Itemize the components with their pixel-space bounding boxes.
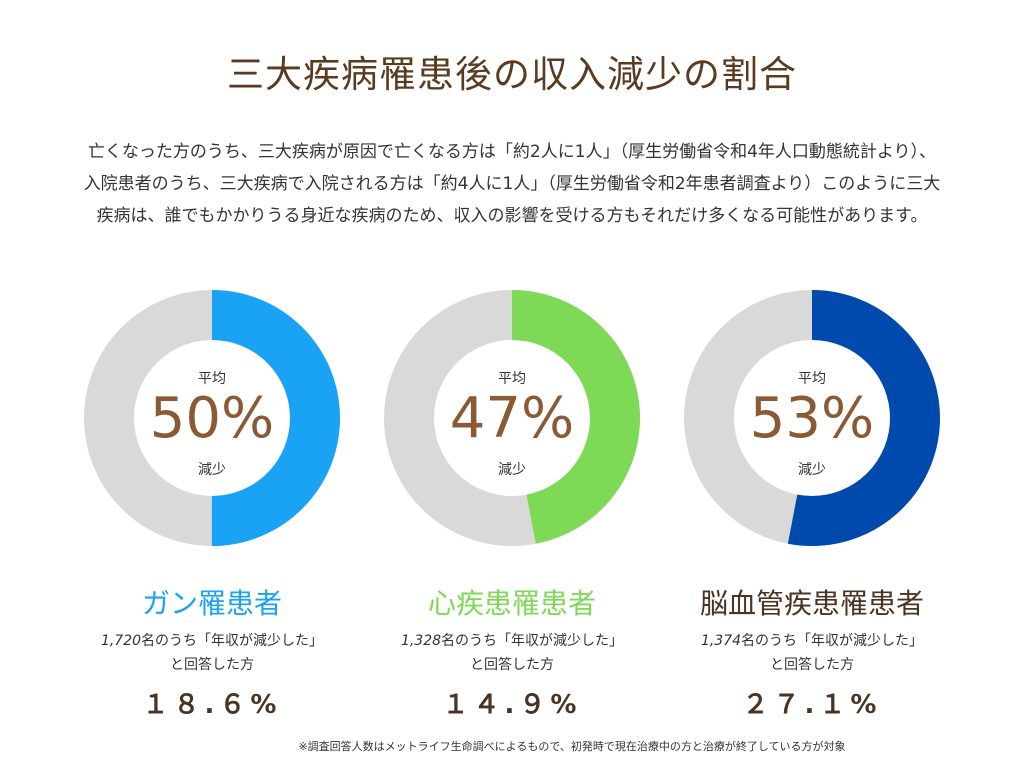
panel-result: １４.９%	[442, 690, 582, 720]
donut-svg-heart	[384, 290, 640, 546]
panel-note-line2: と回答した方	[170, 657, 254, 673]
panel-note-line1: 1,328名のうち「年収が減少した」	[362, 630, 662, 650]
intro-text: 亡くなった方のうち、三大疾病が原因で亡くなる方は「約2人に1人」（厚生労働省令和…	[83, 142, 941, 226]
panel-note-line2: と回答した方	[770, 657, 854, 673]
respondent-count: 1,374	[700, 633, 742, 649]
average-label: 平均	[498, 371, 526, 387]
respondent-count: 1,720	[100, 633, 142, 649]
panel-name: ガン罹患者	[141, 587, 282, 620]
panel-stroke: 平均 53% 減少 脳血管疾患罹患者 1,374名のうち「年収が減少した」 と回…	[662, 286, 962, 720]
panel-heart: 平均 47% 減少 心疾患罹患者 1,328名のうち「年収が減少した」 と回答し…	[362, 286, 662, 720]
donut-svg-stroke	[684, 290, 940, 546]
average-value: 53%	[749, 386, 875, 451]
note-rest: 名のうち「年収が減少した」	[741, 633, 924, 649]
panel-result: １８.６%	[142, 690, 282, 720]
donut-svg-cancer	[84, 290, 340, 546]
donut-value-arc-cancer	[84, 290, 340, 546]
panel-cancer: 平均 50% 減少 ガン罹患者 1,720名のうち「年収が減少した」 と回答した…	[62, 286, 362, 720]
decrease-label: 減少	[198, 462, 226, 478]
average-label: 平均	[798, 371, 826, 387]
average-value: 50%	[149, 386, 275, 451]
footnote: ※調査回答人数はメットライフ生命調べによるもので、初発時で現在治療中の方と治療が…	[298, 740, 846, 753]
panel-note-line2: と回答した方	[470, 657, 554, 673]
donut-chart-stroke	[683, 286, 941, 550]
panel-note-line1: 1,374名のうち「年収が減少した」	[662, 630, 962, 650]
panel-name: 心疾患罹患者	[427, 587, 596, 620]
note-rest: 名のうち「年収が減少した」	[441, 633, 624, 649]
panel-result: ２７.１%	[742, 690, 882, 720]
decrease-label: 減少	[498, 462, 526, 478]
donut-chart-cancer	[83, 286, 341, 550]
average-value: 47%	[449, 386, 575, 451]
donut-value-arc-stroke	[684, 290, 940, 546]
respondent-count: 1,328	[400, 633, 442, 649]
panel-note-line1: 1,720名のうち「年収が減少した」	[62, 630, 362, 650]
page-title: 三大疾病罹患後の収入減少の割合	[227, 53, 797, 96]
decrease-label: 減少	[798, 462, 826, 478]
note-rest: 名のうち「年収が減少した」	[141, 633, 324, 649]
donut-value-arc-heart	[384, 290, 640, 546]
average-label: 平均	[198, 371, 226, 387]
panel-name: 脳血管疾患罹患者	[699, 587, 924, 620]
donut-chart-heart	[383, 286, 641, 550]
